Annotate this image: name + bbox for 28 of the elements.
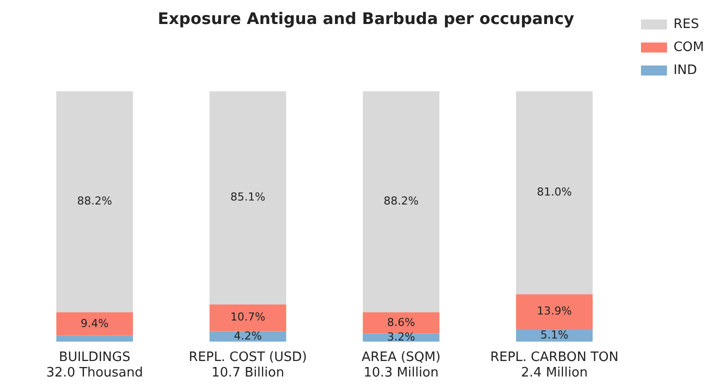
- bar: [516, 294, 593, 330]
- data-label: 88.2%: [384, 194, 419, 208]
- x-tick-label: BUILDINGS 32.0 Thousand: [46, 350, 143, 381]
- x-tick-label: REPL. CARBON TON 2.4 Million: [490, 350, 618, 381]
- data-label: 4.2%: [234, 329, 262, 342]
- data-label: 8.6%: [387, 316, 416, 329]
- data-label: 9.4%: [80, 316, 109, 330]
- data-label: 5.1%: [540, 328, 568, 342]
- x-tick-label: AREA (SQM) 10.3 Million: [362, 350, 441, 381]
- bar: [362, 91, 440, 312]
- legend-label: COM: [673, 40, 704, 55]
- data-label: 3.2%: [387, 330, 416, 344]
- bar: [210, 304, 286, 332]
- data-label: 85.1%: [230, 190, 266, 204]
- bar: [56, 312, 133, 336]
- bar: [56, 91, 133, 312]
- bar: [362, 312, 440, 334]
- bar: [56, 336, 133, 342]
- chart-title: Exposure Antigua and Barbuda per occupancy: [158, 8, 575, 28]
- legend-label: IND: [673, 62, 698, 78]
- data-label: 10.7%: [230, 310, 266, 324]
- data-label: 88.2%: [77, 194, 112, 208]
- data-label: 81.0%: [536, 186, 572, 199]
- x-tick-label: REPL. COST (USD) 10.7 Billion: [188, 350, 307, 381]
- bar: [516, 91, 593, 294]
- bar: [210, 91, 286, 304]
- data-label: 13.9%: [536, 304, 572, 318]
- legend-label: RES: [673, 16, 699, 32]
